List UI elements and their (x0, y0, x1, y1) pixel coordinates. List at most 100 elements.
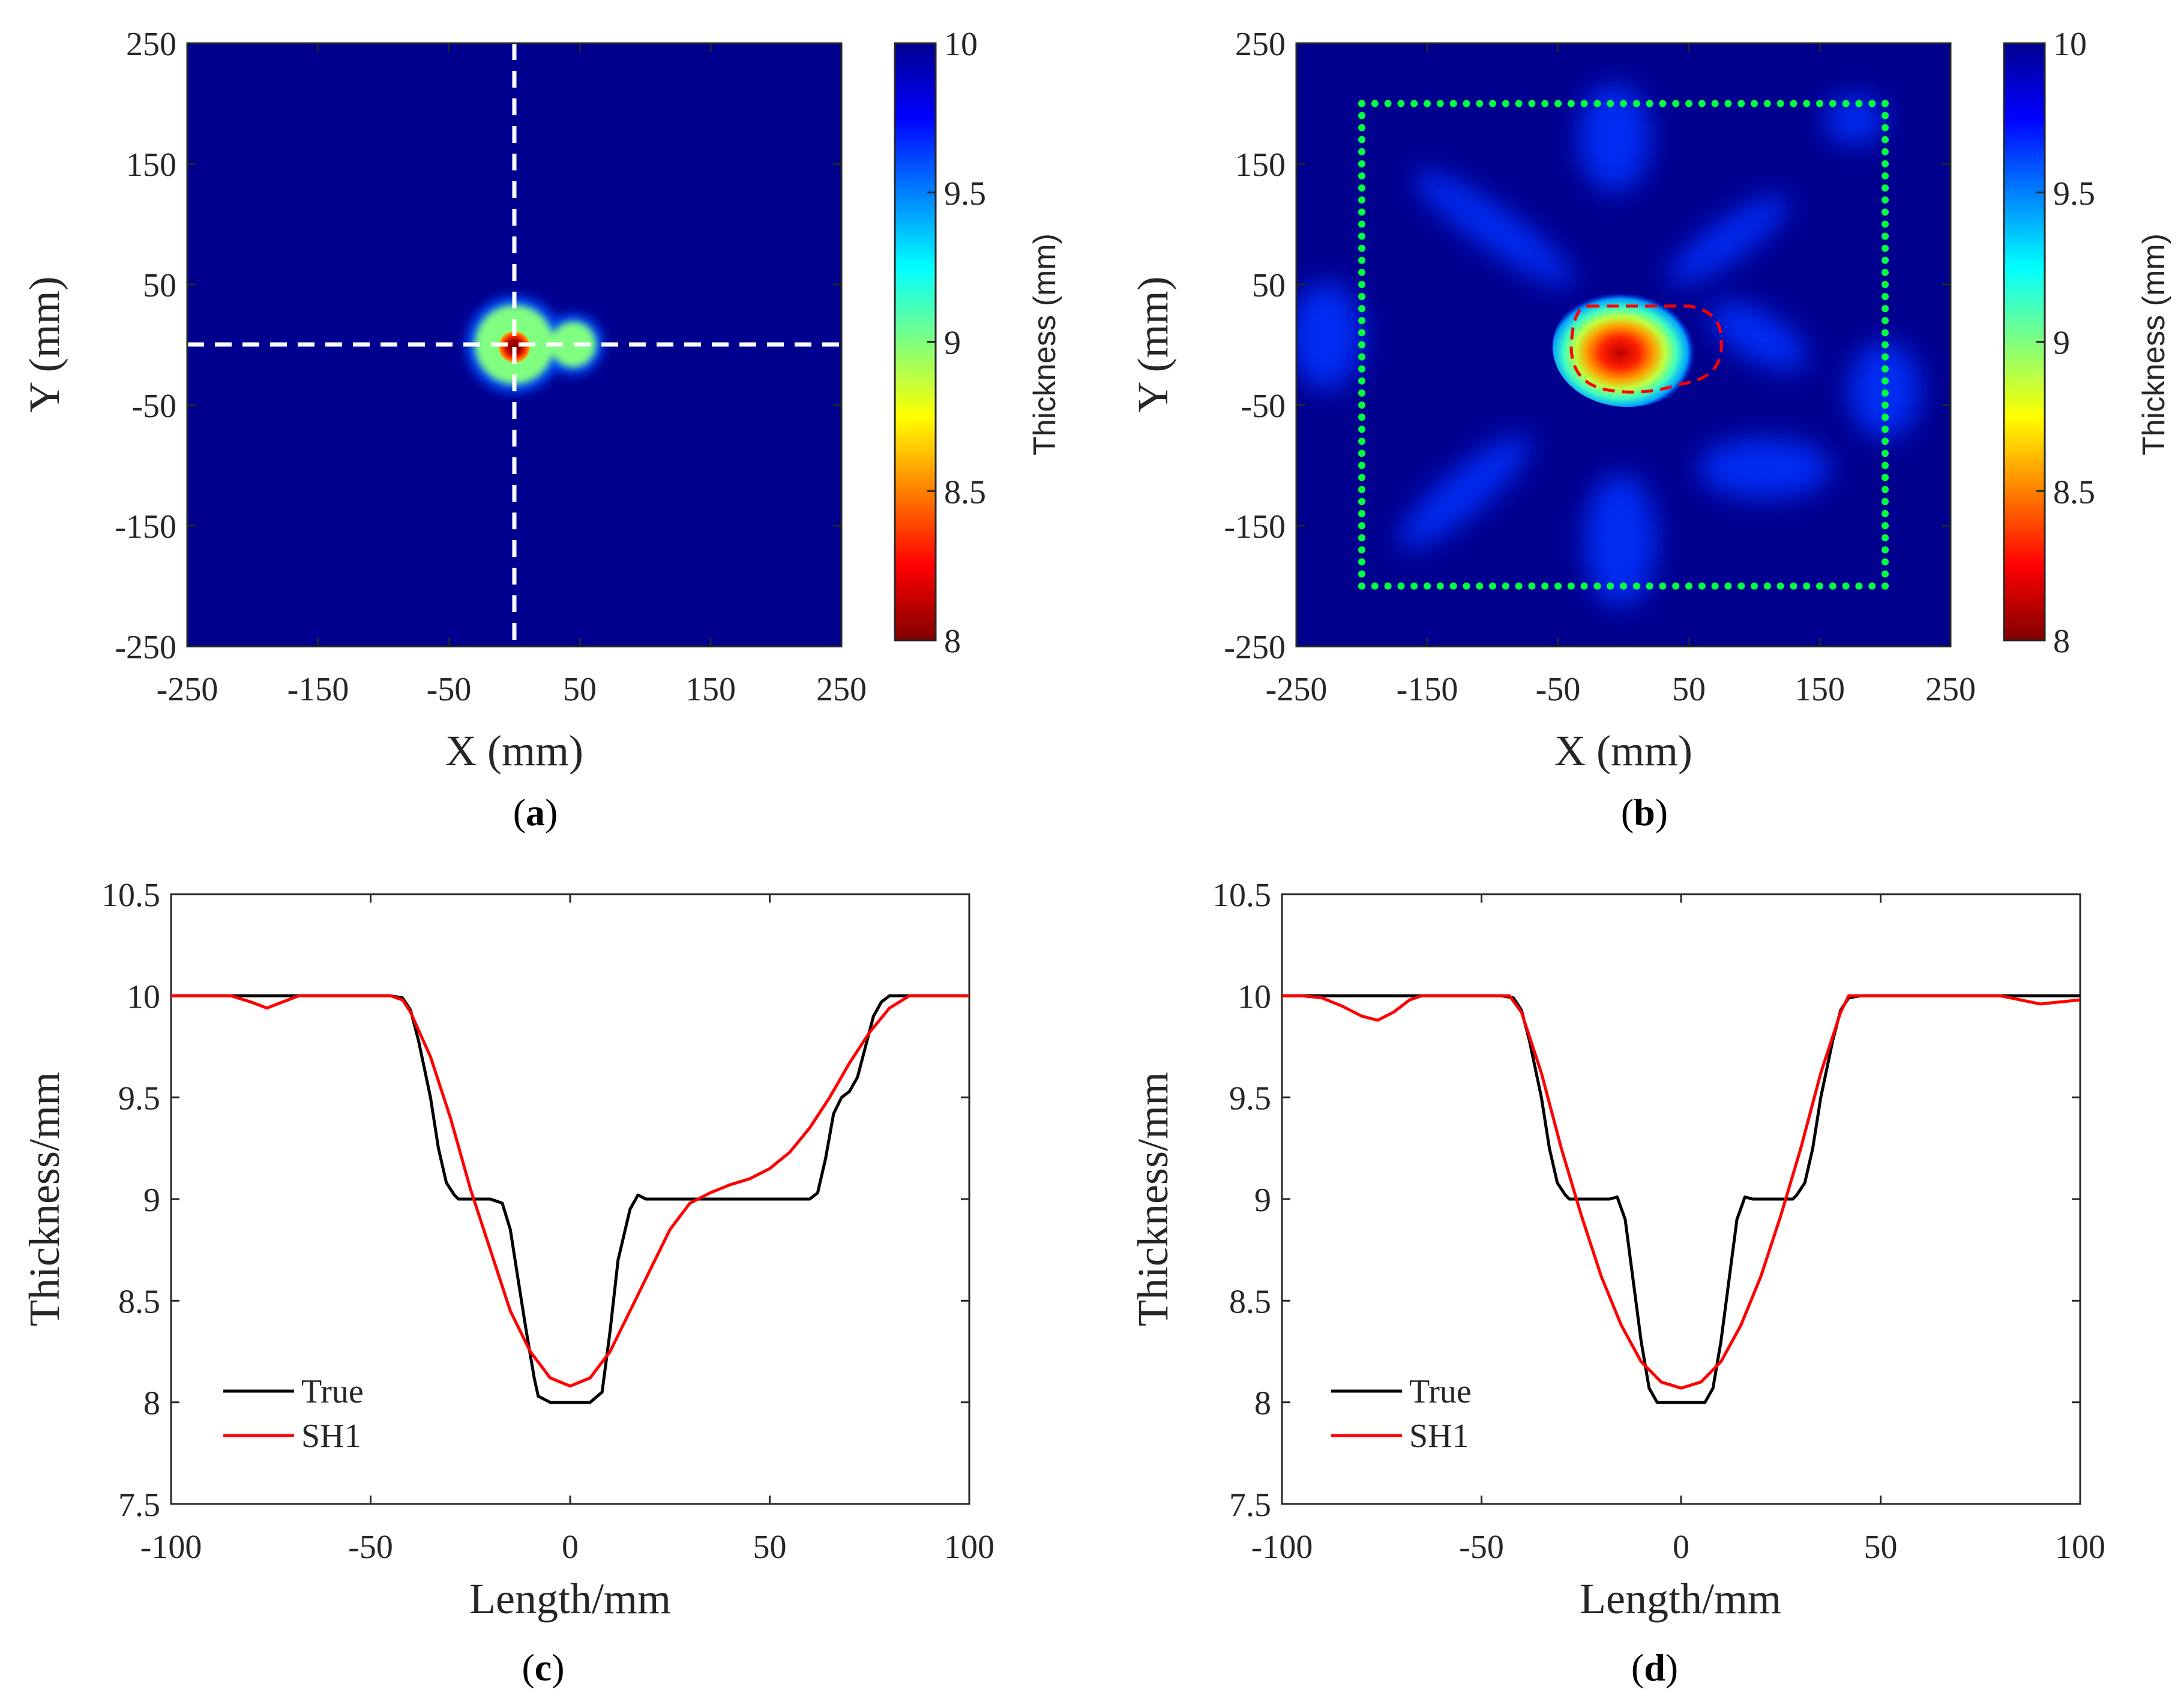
defect-reconstruction (1553, 287, 1703, 407)
transducer-dot (1580, 582, 1588, 590)
transducer-dot (1882, 582, 1889, 590)
transducer-dot (1358, 148, 1365, 155)
transducer-dot (1358, 438, 1365, 445)
transducer-dot (1790, 100, 1797, 107)
x-ticks: -100 -50 0 50 100 (1251, 894, 2105, 1566)
defect-outline (1569, 304, 1723, 394)
y-tick-label: 10.5 (101, 877, 160, 914)
y-tick-label: 50 (143, 267, 176, 304)
transducer-dot (1489, 100, 1496, 107)
transducer-dot (1358, 534, 1365, 542)
transducer-dot (1463, 582, 1470, 590)
panel-d-line-profile: -100 -50 0 50 100 10.5 10 9.5 9 8.5 8 7.5 True SH1… (1129, 877, 2105, 1689)
transducer-dot (1685, 100, 1692, 107)
transducer-dot (1803, 582, 1811, 590)
x-tick-label: 50 (563, 671, 597, 708)
transducer-dot (1672, 100, 1680, 107)
transducer-dot (1358, 510, 1365, 517)
transducer-dot (1358, 450, 1365, 457)
x-tick-label: -50 (348, 1529, 393, 1566)
blob (1584, 474, 1656, 606)
y-tick-label: 8 (1254, 1385, 1271, 1422)
transducer-dot (1607, 582, 1614, 590)
transducer-dot (1882, 281, 1889, 288)
transducer-dot (1882, 136, 1889, 143)
transducer-dot (1397, 582, 1405, 590)
transducer-dot (1502, 100, 1509, 107)
y-ticks: 250 150 50 -50 -150 -250 (1224, 26, 1951, 666)
transducer-dot (1358, 474, 1365, 481)
x-tick-label: 0 (562, 1529, 579, 1566)
y-tick-label: 10 (1238, 978, 1271, 1015)
y-tick-label: -250 (1224, 629, 1286, 666)
x-tick-label: -50 (427, 671, 472, 708)
transducer-dot (1358, 389, 1365, 397)
transducer-dot (1358, 365, 1365, 373)
transducer-dot (1358, 256, 1365, 264)
y-axis-label: Thickness/mm (20, 1072, 68, 1326)
y-tick-label: 9 (1254, 1182, 1271, 1219)
transducer-dot (1882, 377, 1889, 385)
transducer-dot (1882, 196, 1889, 204)
transducer-dot (1882, 329, 1889, 337)
transducer-dot (1358, 426, 1365, 433)
transducer-dot (1358, 401, 1365, 409)
transducer-dot (1410, 100, 1418, 107)
transducer-dot (1358, 136, 1365, 143)
transducer-dot (1528, 582, 1536, 590)
x-ticks: -100 -50 0 50 100 (140, 894, 994, 1566)
transducer-dot (1882, 268, 1889, 276)
legend-label-true: True (1409, 1373, 1472, 1410)
transducer-dot (1790, 582, 1797, 590)
x-tick-label: -150 (287, 671, 349, 708)
x-ticks: -250 -150 -50 50 150 250 (157, 43, 867, 708)
transducer-dot (1882, 389, 1889, 397)
transducer-dot (1620, 100, 1627, 107)
x-axis-label: X (mm) (445, 727, 583, 775)
transducer-dot (1567, 100, 1575, 107)
transducer-dot (1842, 100, 1850, 107)
transducer-dot (1882, 232, 1889, 240)
legend: True SH1 (1331, 1373, 1472, 1455)
transducer-dot (1882, 510, 1889, 517)
transducer-dot (1751, 100, 1758, 107)
transducer-dot (1632, 582, 1640, 590)
x-tick-label: 50 (753, 1529, 787, 1566)
caption-a: (a) (513, 791, 558, 834)
series-line-true (1282, 994, 2080, 1404)
axes-box (170, 893, 970, 1505)
y-tick-label: 10.5 (1212, 877, 1271, 914)
transducer-dot (1882, 184, 1889, 192)
series-lines (171, 994, 969, 1404)
y-tick-label: 150 (126, 146, 176, 184)
transducer-dot (1476, 100, 1484, 107)
transducer-dot (1882, 546, 1889, 554)
streak (1398, 435, 1530, 549)
transducer-dot (1358, 486, 1365, 493)
y-tick-label: 50 (1252, 267, 1286, 304)
axes-box (1295, 42, 1952, 648)
axes-box (1281, 893, 2081, 1505)
transducer-dot (1882, 462, 1889, 469)
caption-d: (d) (1631, 1646, 1678, 1689)
x-axis-label: Length/mm (469, 1575, 671, 1623)
legend-label-sh1: SH1 (1409, 1418, 1469, 1455)
transducer-dot (1436, 582, 1444, 590)
transducer-dot (1358, 317, 1365, 325)
y-tick-label: 250 (126, 26, 176, 63)
transducer-dot (1882, 208, 1889, 216)
colorbar-label: Thickness (mm) (2137, 233, 2171, 456)
defect-region (466, 296, 603, 392)
transducer-dot (1358, 341, 1365, 349)
colorbar-tick-label: 8 (944, 623, 961, 660)
transducer-dot (1672, 582, 1680, 590)
transducer-dot (1554, 582, 1562, 590)
transducer-dot (1882, 124, 1889, 131)
transducer-dot (1698, 100, 1706, 107)
colorbar-tick-label: 8 (2053, 623, 2070, 660)
blob (1698, 438, 1831, 498)
caption-c: (c) (522, 1646, 564, 1689)
transducer-dot (1620, 582, 1627, 590)
streak (1710, 302, 1807, 370)
colorbar-ticks: 10 9.5 9 8.5 8 (927, 26, 986, 660)
